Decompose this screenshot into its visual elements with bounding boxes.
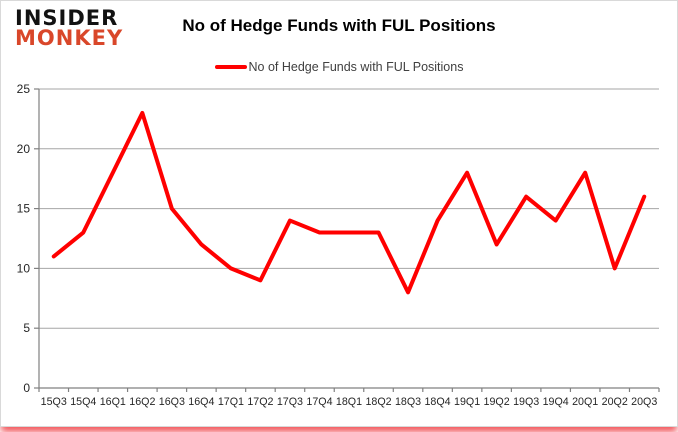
chart-legend: No of Hedge Funds with FUL Positions bbox=[1, 60, 677, 74]
chart-title: No of Hedge Funds with FUL Positions bbox=[182, 16, 496, 35]
y-tick-label: 0 bbox=[23, 381, 30, 395]
x-tick-label: 19Q1 bbox=[454, 396, 480, 408]
x-tick-label: 17Q3 bbox=[277, 396, 303, 408]
x-tick-label: 16Q2 bbox=[129, 396, 155, 408]
logo-insider-text: INSIDER bbox=[15, 6, 119, 30]
x-tick-label: 16Q1 bbox=[100, 396, 126, 408]
series-line-hedge-funds bbox=[51, 110, 647, 295]
x-tick-label: 18Q3 bbox=[395, 396, 421, 408]
x-tick-label: 17Q2 bbox=[247, 396, 273, 408]
x-tick-label: 16Q3 bbox=[159, 396, 185, 408]
x-tick-label: 18Q2 bbox=[365, 396, 391, 408]
y-tick-label: 20 bbox=[17, 142, 31, 156]
y-tick-label: 25 bbox=[17, 82, 31, 96]
x-tick-label: 18Q1 bbox=[336, 396, 362, 408]
x-tick-label: 17Q4 bbox=[306, 396, 332, 408]
insider-monkey-logo: INSIDER MONKEY bbox=[15, 6, 124, 50]
legend-label: No of Hedge Funds with FUL Positions bbox=[248, 60, 464, 74]
x-tick-label: 17Q1 bbox=[218, 396, 244, 408]
x-tick-label: 19Q3 bbox=[513, 396, 539, 408]
x-tick-label: 16Q4 bbox=[188, 396, 214, 408]
y-tick-label: 15 bbox=[17, 202, 31, 216]
x-tick-label: 19Q4 bbox=[543, 396, 569, 408]
x-tick-label: 20Q3 bbox=[631, 396, 657, 408]
y-tick-label: 5 bbox=[23, 321, 30, 335]
x-tick-label: 18Q4 bbox=[424, 396, 450, 408]
logo-monkey-text: MONKEY bbox=[15, 25, 124, 50]
x-tick-label: 15Q4 bbox=[70, 396, 96, 408]
legend-line-swatch-icon bbox=[214, 65, 247, 69]
x-tick-label: 20Q1 bbox=[572, 396, 598, 408]
y-tick-label: 10 bbox=[17, 261, 31, 275]
x-tick-label: 15Q3 bbox=[41, 396, 67, 408]
x-tick-label: 20Q2 bbox=[602, 396, 628, 408]
x-tick-label: 19Q2 bbox=[484, 396, 510, 408]
